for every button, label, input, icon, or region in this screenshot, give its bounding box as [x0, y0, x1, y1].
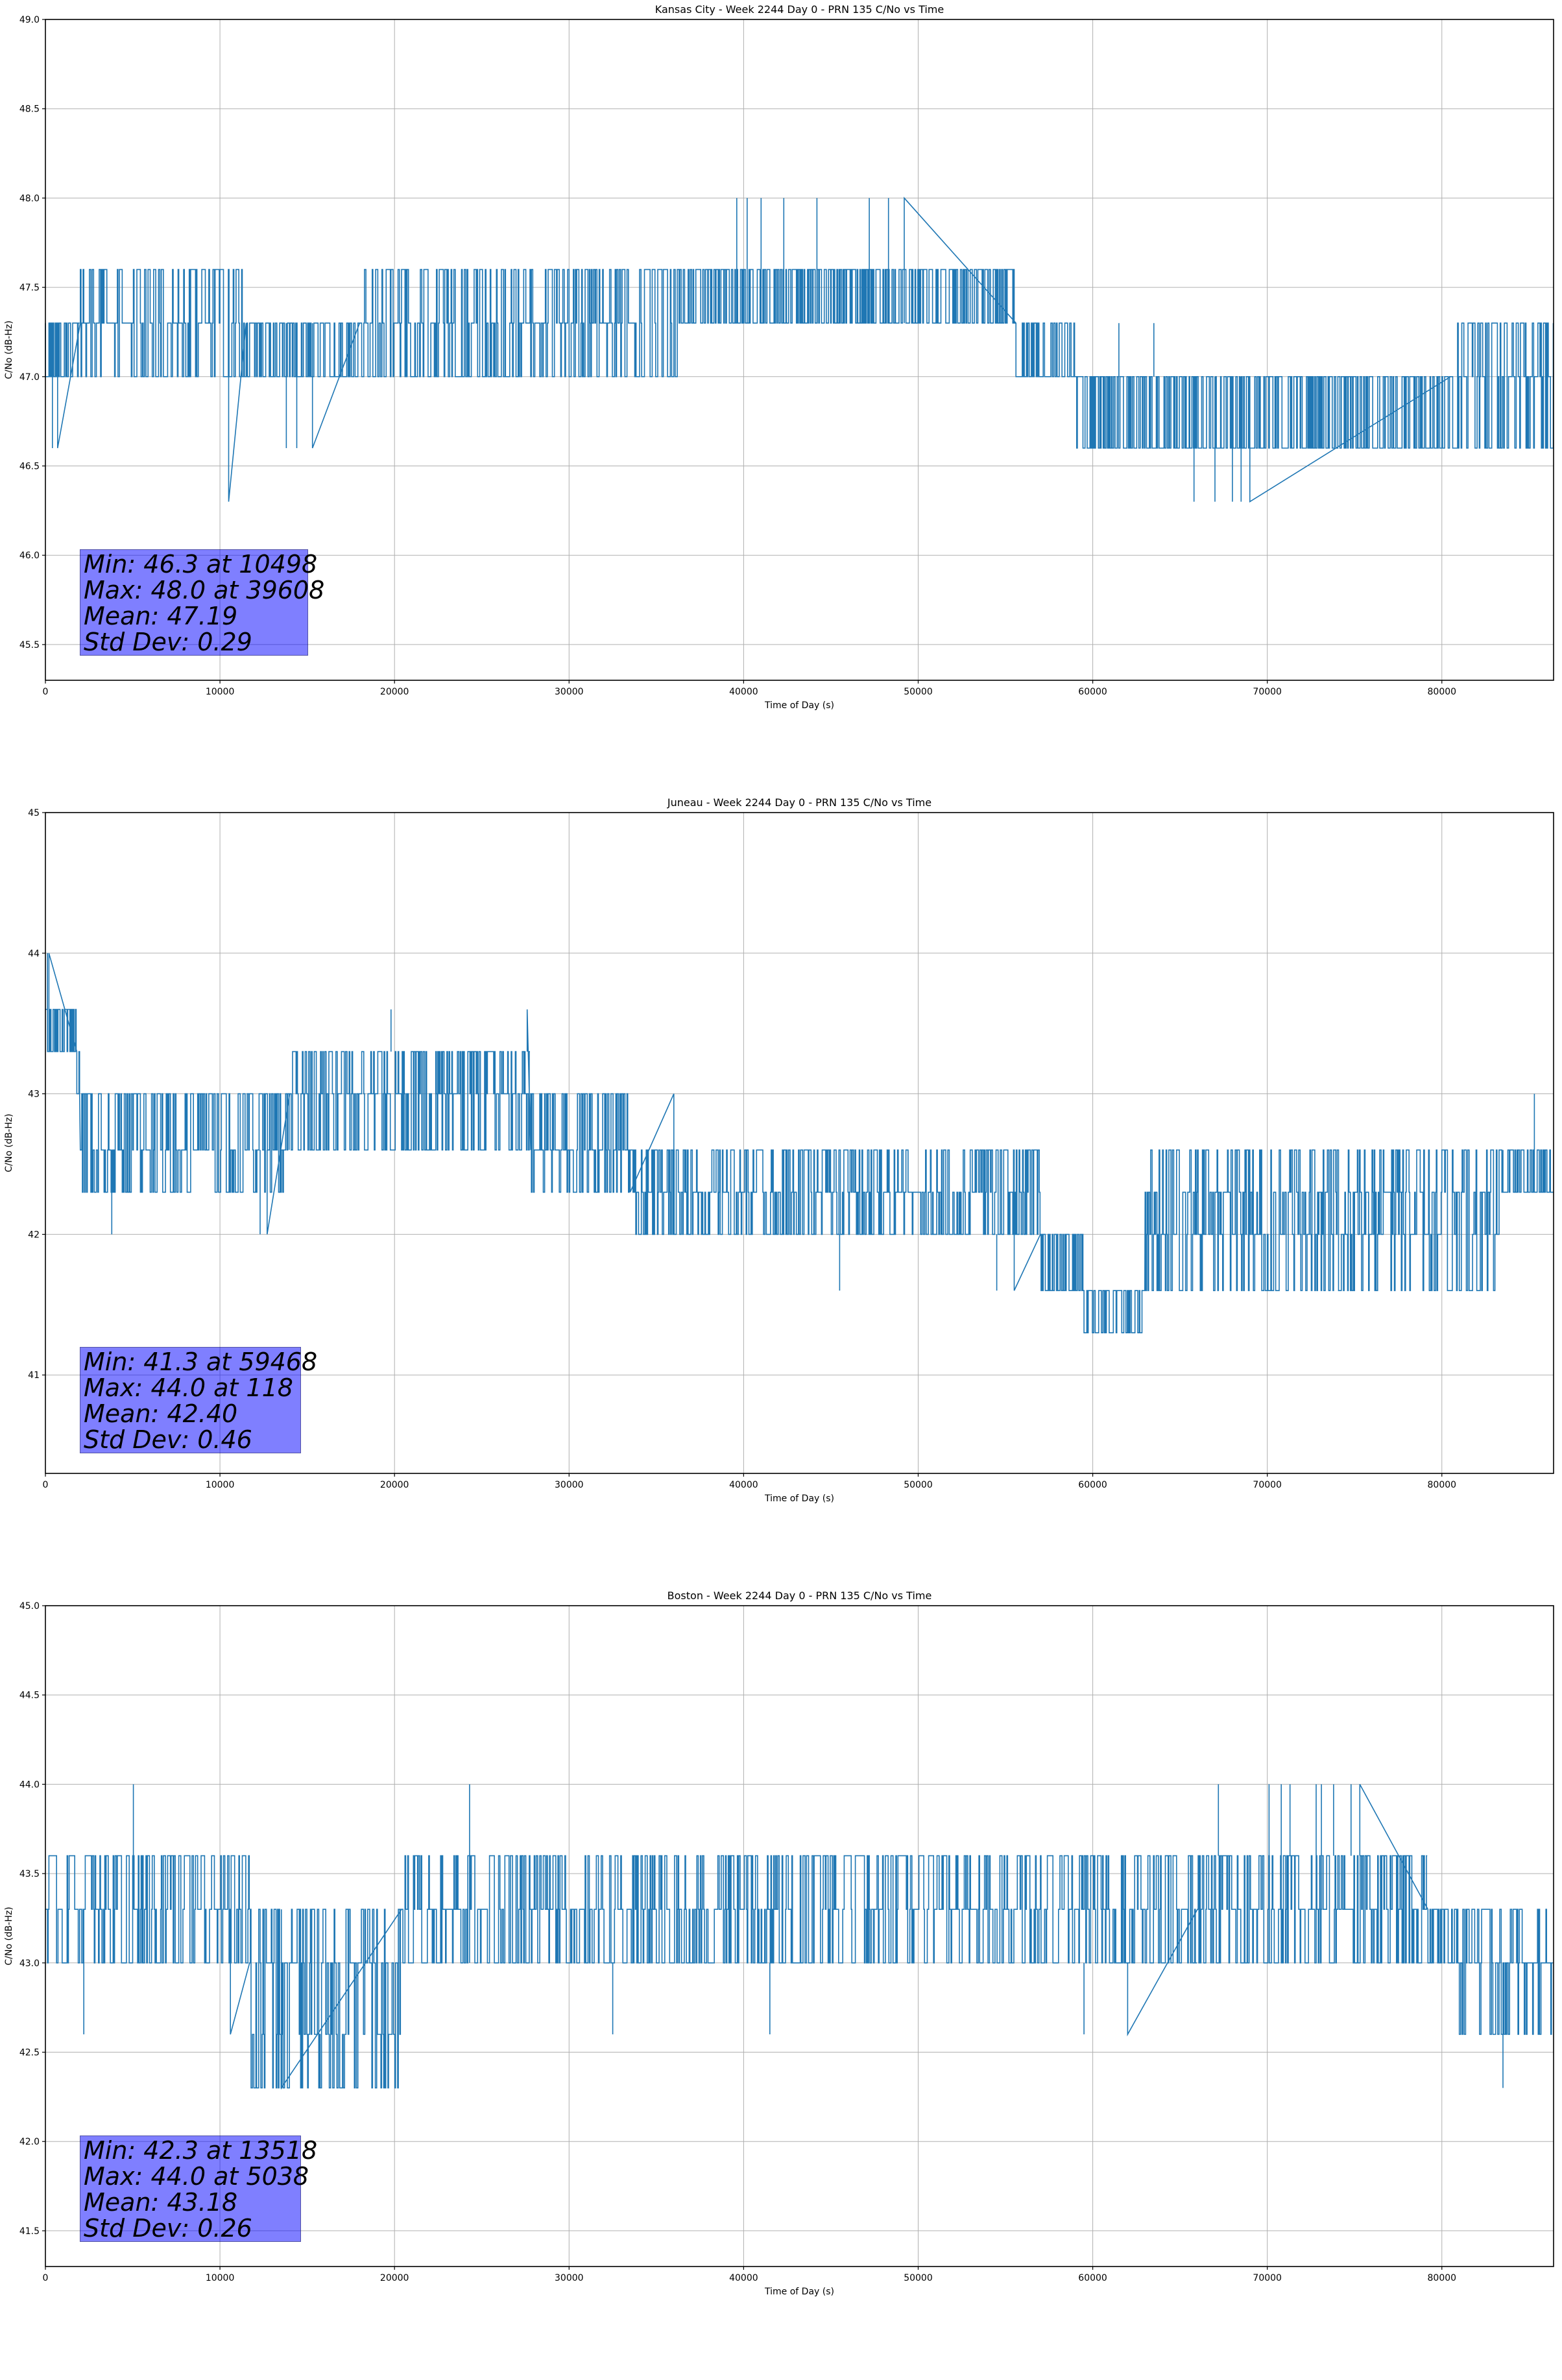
axes-frame [45, 812, 1554, 1474]
x-tick-label: 0 [43, 1480, 49, 1490]
y-tick-label: 42 [28, 1230, 40, 1240]
kansas-city-stats-box: Min: 46.3 at 10498 Max: 48.0 at 39608 Me… [80, 549, 325, 656]
x-tick-label: 0 [43, 687, 49, 697]
stats-std-dev: Std Dev: 0.46 [84, 1425, 252, 1454]
y-tick-label: 49.0 [19, 15, 40, 25]
y-axis-label: C/No (dB-Hz) [4, 1907, 14, 1965]
stats-max: Max: 48.0 at 39608 [84, 576, 325, 604]
y-tick-label: 46.5 [19, 462, 40, 472]
chart-title: Boston - Week 2244 Day 0 - PRN 135 C/No … [667, 1589, 932, 1602]
juneau-plot-svg: Juneau - Week 2244 Day 0 - PRN 135 C/No … [4, 796, 1554, 1504]
y-tick-label: 41.5 [19, 2226, 40, 2237]
kansas-city-chart: Kansas City - Week 2244 Day 0 - PRN 135 … [0, 0, 1562, 794]
x-tick-label: 80000 [1428, 1480, 1457, 1490]
x-axis-label: Time of Day (s) [764, 2287, 834, 2297]
juneau-chart: Juneau - Week 2244 Day 0 - PRN 135 C/No … [0, 793, 1562, 1587]
cno-series-line [45, 953, 1554, 1333]
x-tick-label: 10000 [206, 687, 235, 697]
x-tick-label: 70000 [1253, 687, 1282, 697]
stats-max: Max: 44.0 at 5038 [84, 2162, 309, 2191]
stats-mean: Mean: 43.18 [84, 2188, 238, 2217]
kansas-city-plot-svg: Kansas City - Week 2244 Day 0 - PRN 135 … [4, 3, 1554, 711]
x-tick-label: 30000 [555, 687, 584, 697]
x-tick-label: 60000 [1078, 687, 1107, 697]
y-tick-label: 43 [28, 1089, 40, 1100]
x-tick-label: 0 [43, 2273, 49, 2283]
boston-stats-box: Min: 42.3 at 13518 Max: 44.0 at 5038 Mea… [80, 2136, 318, 2243]
x-tick-label: 40000 [729, 2273, 758, 2283]
x-axis-label: Time of Day (s) [764, 700, 834, 711]
stats-max: Max: 44.0 at 118 [84, 1374, 293, 1402]
y-tick-label: 47.5 [19, 283, 40, 293]
x-tick-label: 80000 [1428, 687, 1457, 697]
x-tick-label: 80000 [1428, 2273, 1457, 2283]
stats-min: Min: 42.3 at 13518 [84, 2136, 318, 2165]
y-tick-label: 44.5 [19, 1691, 40, 1701]
stats-mean: Mean: 47.19 [84, 602, 238, 630]
y-tick-label: 45.5 [19, 640, 40, 650]
y-tick-label: 45 [28, 808, 40, 818]
y-tick-label: 48.0 [19, 193, 40, 204]
stats-mean: Mean: 42.40 [84, 1399, 238, 1428]
x-tick-label: 50000 [904, 687, 933, 697]
x-tick-label: 70000 [1253, 1480, 1282, 1490]
chart-title: Kansas City - Week 2244 Day 0 - PRN 135 … [655, 3, 944, 16]
boston-plot-svg: Boston - Week 2244 Day 0 - PRN 135 C/No … [4, 1589, 1554, 2297]
x-tick-label: 30000 [555, 1480, 584, 1490]
y-axis-label: C/No (dB-Hz) [4, 1113, 14, 1172]
y-tick-label: 46.0 [19, 551, 40, 561]
y-tick-label: 45.0 [19, 1601, 40, 1612]
stats-std-dev: Std Dev: 0.26 [84, 2214, 252, 2243]
x-tick-label: 10000 [206, 2273, 235, 2283]
axes-frame [45, 1605, 1554, 2267]
y-tick-label: 42.0 [19, 2137, 40, 2147]
y-tick-label: 44 [28, 949, 40, 959]
y-tick-label: 44.0 [19, 1779, 40, 1790]
x-tick-label: 60000 [1078, 2273, 1107, 2283]
y-axis-label: C/No (dB-Hz) [4, 320, 14, 379]
stats-min: Min: 46.3 at 10498 [84, 550, 318, 578]
juneau-stats-box: Min: 41.3 at 59468 Max: 44.0 at 118 Mean… [80, 1347, 318, 1454]
x-tick-label: 20000 [380, 1480, 409, 1490]
x-tick-label: 50000 [904, 2273, 933, 2283]
y-tick-label: 43.5 [19, 1869, 40, 1879]
y-tick-label: 48.5 [19, 104, 40, 115]
y-tick-label: 43.0 [19, 1958, 40, 1969]
x-tick-label: 20000 [380, 687, 409, 697]
x-tick-label: 20000 [380, 2273, 409, 2283]
chart-title: Juneau - Week 2244 Day 0 - PRN 135 C/No … [667, 796, 931, 809]
x-tick-label: 40000 [729, 687, 758, 697]
cno-series-line [45, 196, 1554, 503]
x-tick-label: 70000 [1253, 2273, 1282, 2283]
boston-chart: Boston - Week 2244 Day 0 - PRN 135 C/No … [0, 1586, 1562, 2380]
y-tick-label: 41 [28, 1370, 40, 1381]
x-tick-label: 60000 [1078, 1480, 1107, 1490]
stats-std-dev: Std Dev: 0.29 [84, 628, 252, 656]
x-tick-label: 50000 [904, 1480, 933, 1490]
y-tick-label: 47.0 [19, 372, 40, 383]
stats-min: Min: 41.3 at 59468 [84, 1348, 318, 1376]
x-tick-label: 40000 [729, 1480, 758, 1490]
x-tick-label: 10000 [206, 1480, 235, 1490]
x-axis-label: Time of Day (s) [764, 1493, 834, 1504]
axes-frame [45, 19, 1554, 681]
cno-series-line [45, 1784, 1553, 2090]
y-tick-label: 42.5 [19, 2048, 40, 2058]
x-tick-label: 30000 [555, 2273, 584, 2283]
